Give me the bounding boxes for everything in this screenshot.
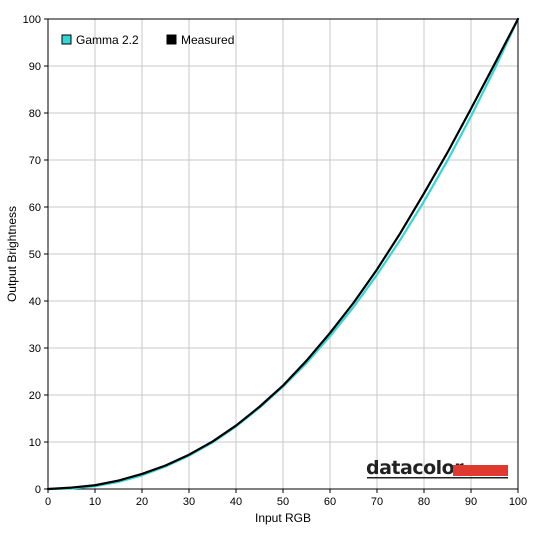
y-tick-label: 100 xyxy=(23,14,41,26)
legend-label-gamma: Gamma 2.2 xyxy=(76,33,139,47)
y-tick-label: 40 xyxy=(29,296,41,308)
x-axis-label: Input RGB xyxy=(255,511,311,525)
y-tick-label: 20 xyxy=(29,390,41,402)
x-tick-label: 50 xyxy=(277,496,289,508)
legend-swatch-measured xyxy=(166,34,177,45)
x-tick-label: 40 xyxy=(230,496,242,508)
x-tick-label: 10 xyxy=(89,496,101,508)
datacolor-logo-underline xyxy=(367,477,508,479)
grid xyxy=(48,19,518,489)
y-tick-label: 90 xyxy=(29,61,41,73)
y-tick-label: 0 xyxy=(35,484,41,496)
x-tick-label: 30 xyxy=(183,496,195,508)
series-layer xyxy=(46,17,520,491)
x-tick-label: 70 xyxy=(371,496,383,508)
datacolor-logo: datacolor xyxy=(366,457,508,479)
x-tick-label: 90 xyxy=(465,496,477,508)
y-tick-label: 70 xyxy=(29,155,41,167)
y-tick-label: 10 xyxy=(29,437,41,449)
datacolor-logo-bar xyxy=(453,465,508,476)
x-tick-label: 0 xyxy=(45,496,51,508)
x-axis-ticks: 0 10 20 30 40 50 60 70 80 90 100 xyxy=(45,489,527,508)
y-axis-ticks: 0 10 20 30 40 50 60 70 80 90 100 xyxy=(23,14,48,496)
x-tick-label: 20 xyxy=(136,496,148,508)
legend-swatch-gamma xyxy=(61,34,72,45)
x-tick-label: 100 xyxy=(509,496,527,508)
series-line-1 xyxy=(46,17,520,491)
y-tick-label: 30 xyxy=(29,343,41,355)
legend-label-measured: Measured xyxy=(181,33,234,47)
legend: Gamma 2.2 Measured xyxy=(61,33,234,47)
x-tick-label: 80 xyxy=(418,496,430,508)
y-tick-label: 80 xyxy=(29,108,41,120)
y-tick-label: 60 xyxy=(29,202,41,214)
datacolor-logo-text: datacolor xyxy=(366,457,464,479)
x-tick-label: 60 xyxy=(324,496,336,508)
y-axis-label: Output Brightness xyxy=(5,206,19,302)
y-tick-label: 50 xyxy=(29,249,41,261)
